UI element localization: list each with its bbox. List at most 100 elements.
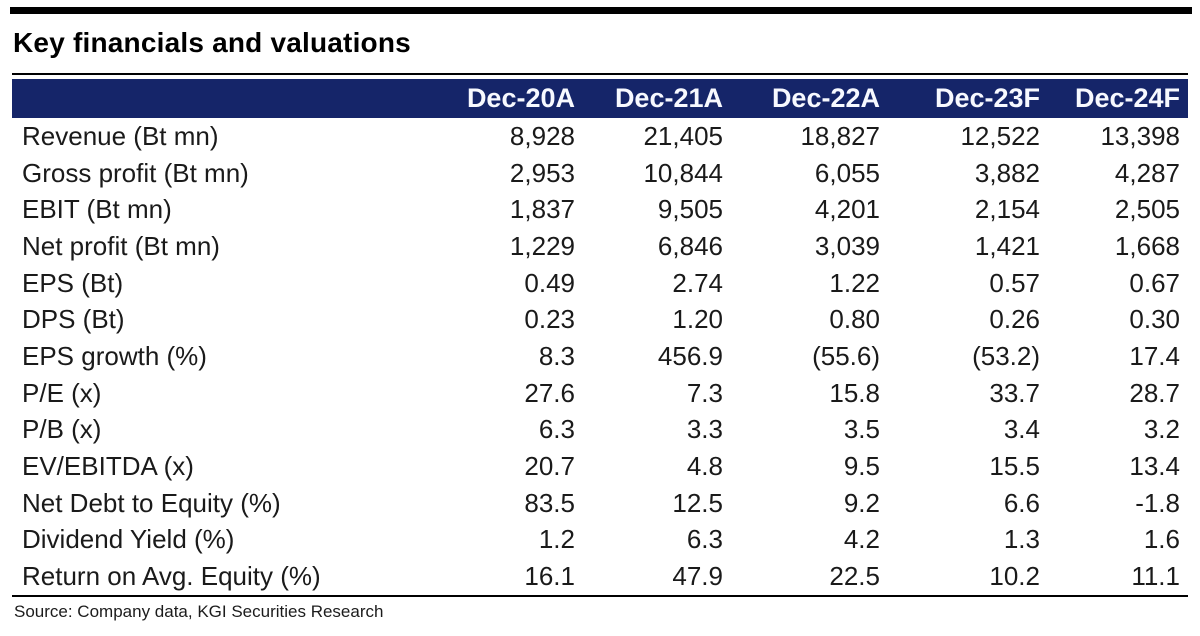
row-label: EV/EBITDA (x) bbox=[22, 451, 194, 482]
table-row: Net profit (Bt mn) 1,229 6,846 3,039 1,421 1,… bbox=[12, 228, 1188, 265]
cell-value: 18,827 bbox=[800, 120, 880, 151]
cell-value: 1.6 bbox=[1143, 524, 1180, 555]
table-row: EV/EBITDA (x) 20.7 4.8 9.5 15.5 13.4 bbox=[12, 448, 1188, 485]
cell-value: 3.4 bbox=[1003, 414, 1040, 445]
cell-value: 47.9 bbox=[672, 561, 723, 592]
cell-value: 4,201 bbox=[814, 194, 880, 225]
header-cell-period: Dec-23F bbox=[880, 79, 1040, 118]
table-row: EPS (Bt) 0.49 2.74 1.22 0.57 0.67 bbox=[12, 265, 1188, 302]
cell-value: 1.2 bbox=[538, 524, 575, 555]
header-top-rule bbox=[12, 73, 1188, 75]
cell-value: 2,505 bbox=[1114, 194, 1180, 225]
cell-value: 6.3 bbox=[538, 414, 575, 445]
cell-value: 12.5 bbox=[672, 487, 723, 518]
cell-value: 9,505 bbox=[657, 194, 723, 225]
row-label: EPS (Bt) bbox=[22, 267, 124, 298]
cell-value: 17.4 bbox=[1129, 340, 1180, 371]
cell-value: 12,522 bbox=[960, 120, 1040, 151]
cell-value: 2,154 bbox=[974, 194, 1040, 225]
cell-value: 1,421 bbox=[974, 230, 1040, 261]
cell-value: 3.5 bbox=[843, 414, 880, 445]
cell-value: 0.67 bbox=[1129, 267, 1180, 298]
cell-value: 22.5 bbox=[829, 561, 880, 592]
cell-value: 15.8 bbox=[829, 377, 880, 408]
row-label: Revenue (Bt mn) bbox=[22, 120, 219, 151]
cell-value: 1.20 bbox=[672, 304, 723, 335]
table-row: EBIT (Bt mn) 1,837 9,505 4,201 2,154 2,505 bbox=[12, 191, 1188, 228]
cell-value: 0.26 bbox=[989, 304, 1040, 335]
cell-value: 1.22 bbox=[829, 267, 880, 298]
cell-value: 1,837 bbox=[509, 194, 575, 225]
cell-value: 0.23 bbox=[524, 304, 575, 335]
cell-value: 456.9 bbox=[657, 340, 723, 371]
row-label: EPS growth (%) bbox=[22, 340, 207, 371]
cell-value: 28.7 bbox=[1129, 377, 1180, 408]
header-cell-period: Dec-22A bbox=[723, 79, 880, 118]
header-cell-period: Dec-24F bbox=[1040, 79, 1188, 118]
table-row: Revenue (Bt mn) 8,928 21,405 18,827 12,522 13… bbox=[12, 118, 1188, 155]
cell-value: 0.30 bbox=[1129, 304, 1180, 335]
row-label: Net profit (Bt mn) bbox=[22, 230, 220, 261]
cell-value: 21,405 bbox=[643, 120, 723, 151]
cell-value: 6,055 bbox=[814, 157, 880, 188]
row-label: EBIT (Bt mn) bbox=[22, 194, 172, 225]
cell-value: 1.3 bbox=[1003, 524, 1040, 555]
cell-value: 11.1 bbox=[1131, 561, 1180, 592]
cell-value: 10.2 bbox=[989, 561, 1040, 592]
cell-value: 3,882 bbox=[974, 157, 1040, 188]
financials-table: Dec-20A Dec-21A Dec-22A Dec-23F Dec-24F Reve… bbox=[12, 79, 1188, 597]
cell-value: 13.4 bbox=[1129, 451, 1180, 482]
cell-value: 1,229 bbox=[509, 230, 575, 261]
cell-value: 1,668 bbox=[1114, 230, 1180, 261]
cell-value: 16.1 bbox=[524, 561, 575, 592]
cell-value: 6,846 bbox=[657, 230, 723, 261]
cell-value: 0.57 bbox=[989, 267, 1040, 298]
cell-value: (53.2) bbox=[972, 340, 1040, 371]
table-row: P/E (x) 27.6 7.3 15.8 33.7 28.7 bbox=[12, 375, 1188, 412]
cell-value: 10,844 bbox=[643, 157, 723, 188]
table-row: Dividend Yield (%) 1.2 6.3 4.2 1.3 1.6 bbox=[12, 522, 1188, 559]
table-header: Dec-20A Dec-21A Dec-22A Dec-23F Dec-24F bbox=[12, 79, 1188, 118]
cell-value: 2.74 bbox=[672, 267, 723, 298]
cell-value: 6.3 bbox=[686, 524, 723, 555]
cell-value: 3,039 bbox=[814, 230, 880, 261]
table-title: Key financials and valuations bbox=[13, 27, 411, 58]
cell-value: 8.3 bbox=[538, 340, 575, 371]
table-row: Net Debt to Equity (%) 83.5 12.5 9.2 6.6 -1.8 bbox=[12, 485, 1188, 522]
table-row: Gross profit (Bt mn) 2,953 10,844 6,055 3,88… bbox=[12, 155, 1188, 192]
cell-value: 9.2 bbox=[843, 487, 880, 518]
cell-value: 3.2 bbox=[1143, 414, 1180, 445]
cell-value: 15.5 bbox=[989, 451, 1040, 482]
row-label: Gross profit (Bt mn) bbox=[22, 157, 249, 188]
row-label: Dividend Yield (%) bbox=[22, 524, 235, 555]
header-cell-period: Dec-20A bbox=[442, 79, 575, 118]
table-row: Return on Avg. Equity (%) 16.1 47.9 22.5 10.… bbox=[12, 558, 1188, 596]
cell-value: (55.6) bbox=[812, 340, 880, 371]
cell-value: 9.5 bbox=[843, 451, 880, 482]
cell-value: 20.7 bbox=[524, 451, 575, 482]
table-body: Revenue (Bt mn) 8,928 21,405 18,827 12,522 13… bbox=[12, 118, 1188, 596]
cell-value: 2,953 bbox=[509, 157, 575, 188]
cell-value: 4,287 bbox=[1114, 157, 1180, 188]
cell-value: 8,928 bbox=[509, 120, 575, 151]
table-row: DPS (Bt) 0.23 1.20 0.80 0.26 0.30 bbox=[12, 301, 1188, 338]
header-cell-empty bbox=[12, 79, 442, 118]
table-container: Dec-20A Dec-21A Dec-22A Dec-23F Dec-24F Reve… bbox=[12, 79, 1188, 597]
header-cell-period: Dec-21A bbox=[575, 79, 723, 118]
top-rule bbox=[10, 7, 1192, 14]
source-note: Source: Company data, KGI Securities Res… bbox=[14, 602, 384, 621]
row-label: Net Debt to Equity (%) bbox=[22, 487, 281, 518]
cell-value: 7.3 bbox=[686, 377, 723, 408]
row-label: Return on Avg. Equity (%) bbox=[22, 561, 321, 592]
cell-value: 33.7 bbox=[989, 377, 1040, 408]
cell-value: -1.8 bbox=[1135, 487, 1180, 518]
row-label: P/E (x) bbox=[22, 377, 102, 408]
cell-value: 6.6 bbox=[1003, 487, 1040, 518]
cell-value: 4.2 bbox=[843, 524, 880, 555]
table-row: P/B (x) 6.3 3.3 3.5 3.4 3.2 bbox=[12, 412, 1188, 449]
table-row: EPS growth (%) 8.3 456.9 (55.6) (53.2) 17.4 bbox=[12, 338, 1188, 375]
cell-value: 83.5 bbox=[524, 487, 575, 518]
cell-value: 0.80 bbox=[829, 304, 880, 335]
cell-value: 13,398 bbox=[1100, 120, 1180, 151]
